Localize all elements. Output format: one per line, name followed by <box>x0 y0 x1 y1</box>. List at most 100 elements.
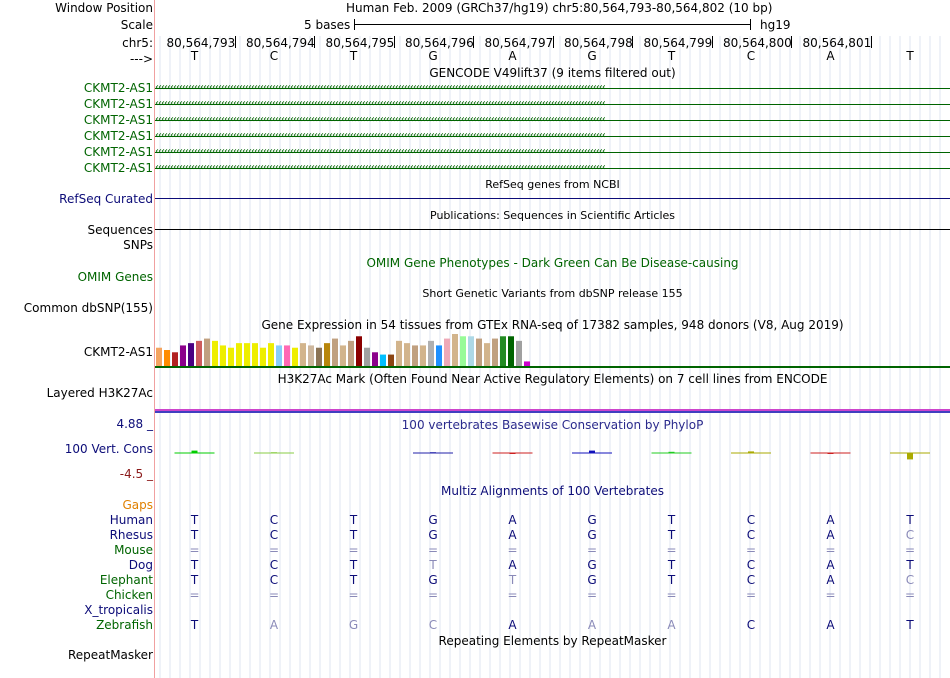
gencode-title[interactable]: GENCODE V49lift37 (9 items filtered out) <box>429 66 676 80</box>
alignment-base: A <box>508 618 517 632</box>
gtex-label[interactable]: CKMT2-AS1 <box>83 345 153 359</box>
gencode-item-line[interactable]: ‹‹‹‹‹‹‹‹‹‹‹‹‹‹‹‹‹‹‹‹‹‹‹‹‹‹‹‹‹‹‹‹‹‹‹‹‹‹‹‹… <box>155 162 950 174</box>
gencode-item-line[interactable]: ‹‹‹‹‹‹‹‹‹‹‹‹‹‹‹‹‹‹‹‹‹‹‹‹‹‹‹‹‹‹‹‹‹‹‹‹‹‹‹‹… <box>155 146 950 158</box>
omim-label[interactable]: OMIM Genes <box>77 270 153 284</box>
scale-bar-right-tick <box>750 19 751 30</box>
gtex-tissue-bar <box>524 361 530 366</box>
phylop-plot[interactable] <box>155 432 950 476</box>
gtex-tissue-bar <box>236 343 242 366</box>
phylop-title[interactable]: 100 vertebrates Basewise Conservation by… <box>401 418 704 432</box>
gtex-tissue-bar <box>316 347 322 366</box>
gencode-item-label[interactable]: CKMT2-AS1 <box>83 81 153 95</box>
snps-label[interactable]: SNPs <box>123 238 153 252</box>
gaps-label[interactable]: Gaps <box>122 498 153 512</box>
alignment-base: = <box>507 543 518 557</box>
species-label[interactable]: Zebrafish <box>96 618 153 632</box>
repeat-title[interactable]: Repeating Elements by RepeatMasker <box>438 634 667 648</box>
alignment-base: A <box>508 513 517 527</box>
species-label[interactable]: X_tropicalis <box>84 603 153 617</box>
gtex-tissue-bar <box>476 338 482 366</box>
gtex-tissue-bar <box>292 347 298 366</box>
gtex-tissue-bar <box>484 343 490 366</box>
h3k27ac-label[interactable]: Layered H3K27Ac <box>46 386 153 400</box>
refseq-line[interactable] <box>155 198 950 199</box>
gencode-item-line[interactable]: ‹‹‹‹‹‹‹‹‹‹‹‹‹‹‹‹‹‹‹‹‹‹‹‹‹‹‹‹‹‹‹‹‹‹‹‹‹‹‹‹… <box>155 130 950 142</box>
scale-bar-left-tick <box>354 19 355 30</box>
alignment-base: G <box>587 558 597 572</box>
alignment-base: C <box>269 573 279 587</box>
alignment-base: T <box>906 618 914 632</box>
alignment-base: = <box>189 543 200 557</box>
gencode-item-axis <box>155 104 950 105</box>
label-divider <box>154 0 155 678</box>
alignment-base: = <box>825 543 836 557</box>
gencode-item-label[interactable]: CKMT2-AS1 <box>83 145 153 159</box>
alignment-base: T <box>190 618 199 632</box>
species-label[interactable]: Human <box>109 513 153 527</box>
gtex-tissue-bar <box>172 352 178 366</box>
multiz-title[interactable]: Multiz Alignments of 100 Vertebrates <box>440 484 665 498</box>
gencode-item-line[interactable]: ‹‹‹‹‹‹‹‹‹‹‹‹‹‹‹‹‹‹‹‹‹‹‹‹‹‹‹‹‹‹‹‹‹‹‹‹‹‹‹‹… <box>155 82 950 94</box>
ruler-position: 80,564,794 <box>246 36 315 50</box>
omim-title[interactable]: OMIM Gene Phenotypes - Dark Green Can Be… <box>366 256 739 270</box>
phylop-label[interactable]: 100 Vert. Cons <box>64 442 153 456</box>
phylop-score-bar <box>589 450 595 453</box>
alignment-base: = <box>666 588 677 602</box>
dbsnp-label[interactable]: Common dbSNP(155) <box>23 301 153 315</box>
strand-label: ---> <box>129 52 153 66</box>
chr-label: chr5: <box>122 36 153 50</box>
alignment-base: = <box>666 543 677 557</box>
species-label[interactable]: Elephant <box>99 573 153 587</box>
gtex-tissue-bar <box>364 347 370 366</box>
gtex-tissue-bar <box>268 343 274 366</box>
gtex-tissue-bar <box>156 347 162 366</box>
ruler-base: C <box>269 49 279 63</box>
species-label[interactable]: Dog <box>128 558 153 572</box>
gencode-item-label[interactable]: CKMT2-AS1 <box>83 97 153 111</box>
publications-title[interactable]: Publications: Sequences in Scientific Ar… <box>430 209 675 222</box>
species-label[interactable]: Rhesus <box>109 528 153 542</box>
ruler-position: 80,564,793 <box>166 36 236 50</box>
gtex-tissue-bar <box>188 343 194 366</box>
refseq-label[interactable]: RefSeq Curated <box>59 192 153 206</box>
gtex-bar-chart[interactable] <box>155 333 950 369</box>
alignment-base: C <box>269 558 279 572</box>
sequences-label[interactable]: Sequences <box>87 223 153 237</box>
gtex-tissue-bar <box>260 347 266 366</box>
alignment-base: T <box>190 573 199 587</box>
gencode-item-line[interactable]: ‹‹‹‹‹‹‹‹‹‹‹‹‹‹‹‹‹‹‹‹‹‹‹‹‹‹‹‹‹‹‹‹‹‹‹‹‹‹‹‹… <box>155 114 950 126</box>
h3k27ac-title[interactable]: H3K27Ac Mark (Often Found Near Active Re… <box>277 372 828 386</box>
alignment-base: T <box>349 573 358 587</box>
alignment-base: = <box>904 543 916 557</box>
species-label[interactable]: Chicken <box>105 588 153 602</box>
gencode-item-line[interactable]: ‹‹‹‹‹‹‹‹‹‹‹‹‹‹‹‹‹‹‹‹‹‹‹‹‹‹‹‹‹‹‹‹‹‹‹‹‹‹‹‹… <box>155 98 950 110</box>
ruler-position: 80,564,797 <box>484 36 554 50</box>
alignment-base: A <box>826 558 835 572</box>
gtex-tissue-bar <box>500 336 506 366</box>
alignment-base: C <box>746 573 756 587</box>
alignment-base: G <box>428 573 438 587</box>
gtex-title[interactable]: Gene Expression in 54 tissues from GTEx … <box>261 318 844 332</box>
alignment-base: G <box>428 528 438 542</box>
refseq-title[interactable]: RefSeq genes from NCBI <box>485 178 620 191</box>
gencode-item-label[interactable]: CKMT2-AS1 <box>83 161 153 175</box>
gtex-tissue-bar <box>492 338 498 366</box>
gtex-tissue-bar <box>180 345 186 366</box>
gtex-tissue-bar <box>244 343 250 366</box>
gencode-item-label[interactable]: CKMT2-AS1 <box>83 129 153 143</box>
gtex-tissue-bar <box>404 343 410 366</box>
window-position-value[interactable]: Human Feb. 2009 (GRCh37/hg19) chr5:80,56… <box>346 1 773 15</box>
scale-value: 5 bases <box>304 18 351 32</box>
ruler-tick <box>552 36 554 48</box>
repeat-label[interactable]: RepeatMasker <box>67 648 153 662</box>
gtex-tissue-bar <box>204 338 210 366</box>
gtex-tissue-bar <box>388 354 394 366</box>
ruler-base: A <box>508 49 517 63</box>
dbsnp-title[interactable]: Short Genetic Variants from dbSNP releas… <box>422 287 683 300</box>
alignment-base: T <box>508 573 517 587</box>
alignment-base: T <box>349 513 358 527</box>
ruler-base: T <box>667 49 676 63</box>
gencode-item-label[interactable]: CKMT2-AS1 <box>83 113 153 127</box>
alignment-base: T <box>190 528 199 542</box>
species-label[interactable]: Mouse <box>114 543 153 557</box>
